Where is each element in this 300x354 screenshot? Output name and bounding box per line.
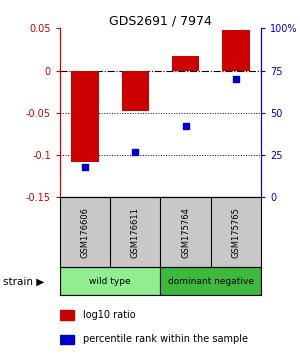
- Bar: [122, 70, 149, 111]
- Text: GSM175765: GSM175765: [231, 207, 240, 258]
- Text: wild type: wild type: [89, 277, 131, 286]
- Bar: [160, 268, 261, 296]
- Title: GDS2691 / 7974: GDS2691 / 7974: [109, 14, 212, 27]
- Point: [233, 76, 238, 82]
- Text: log10 ratio: log10 ratio: [82, 310, 135, 320]
- Bar: [71, 70, 99, 162]
- Point: [83, 164, 88, 170]
- Bar: [222, 30, 250, 70]
- Bar: [60, 310, 74, 320]
- Point: [183, 124, 188, 129]
- Bar: [60, 335, 74, 344]
- Bar: [172, 56, 200, 70]
- Bar: [60, 268, 160, 296]
- Text: strain ▶: strain ▶: [3, 276, 44, 286]
- Text: GSM176611: GSM176611: [131, 207, 140, 258]
- Text: dominant negative: dominant negative: [168, 277, 254, 286]
- Text: percentile rank within the sample: percentile rank within the sample: [82, 335, 247, 344]
- Text: GSM175764: GSM175764: [181, 207, 190, 258]
- Text: GSM176606: GSM176606: [81, 207, 90, 258]
- Point: [133, 149, 138, 155]
